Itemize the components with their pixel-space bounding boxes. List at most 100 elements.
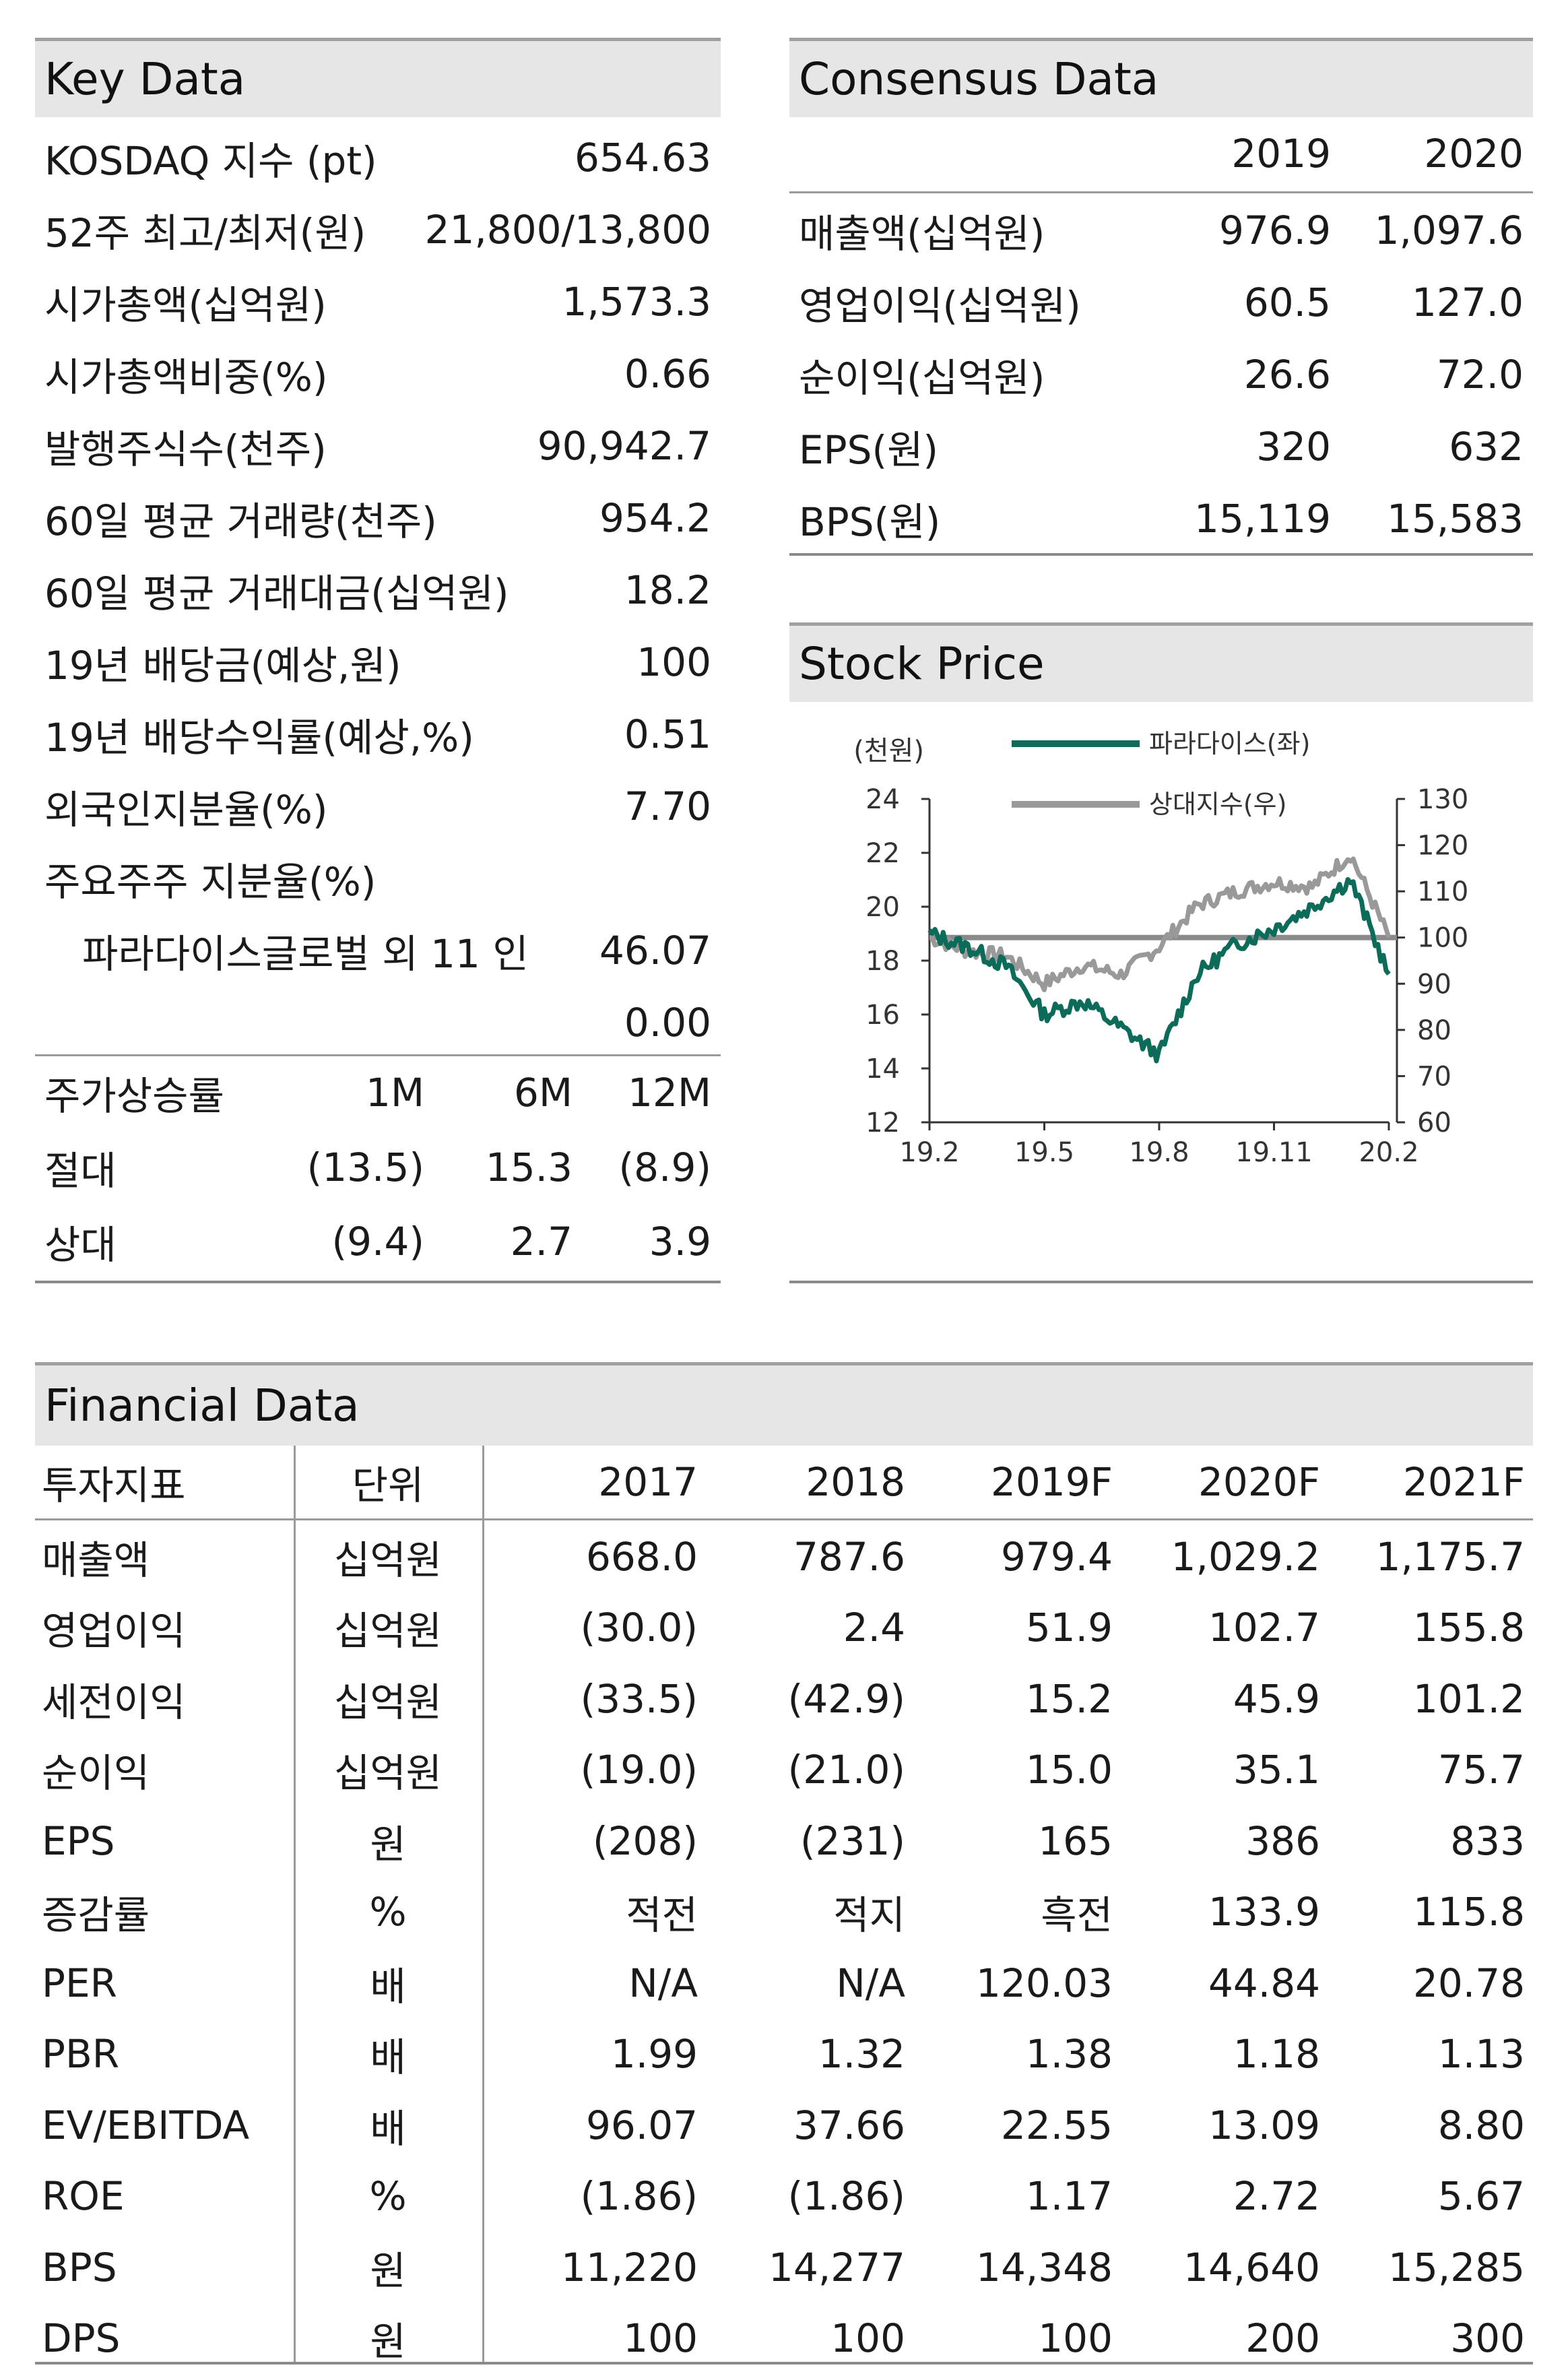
financial-row: 증감률% 적전 적지 흑전 133.9 115.8	[35, 1877, 1533, 1948]
financial-cell: 120.03	[976, 1960, 1113, 2006]
key-data-title: Key Data	[35, 38, 721, 117]
stock-price-panel: Stock Price 24 22 20 18 16 14 12 130 120 110 100 90…	[789, 622, 1533, 1284]
consensus-label: 매출액(십억원)	[799, 210, 1045, 257]
key-data-row: 파라다이스글로벌 외 11 인 46.07	[35, 914, 721, 986]
financial-cell: 순이익	[42, 1750, 150, 1797]
financial-rows: 매출액 십억원 668.0 787.6 979.4 1,029.2 1,175.7 영업이익 십…	[35, 1521, 1533, 2374]
financial-row: ROE% (1.86) (1.86) 1.17 2.72 5.67	[35, 2161, 1533, 2232]
financial-cell: 14,348	[976, 2244, 1113, 2290]
financial-cell: 100	[830, 2315, 905, 2362]
right-tick-label: 70	[1417, 1061, 1451, 1092]
financial-panel: Financial Data 투자지표 단위 2017 2018 2019F 2020F 2…	[35, 1362, 1533, 2373]
x-tick-label: 19.11	[1235, 1137, 1313, 1168]
financial-cell: 십억원	[333, 1608, 443, 1654]
financial-cell: 101.2	[1412, 1675, 1525, 1722]
key-data-label: 19년 배당금(예상,원)	[44, 642, 401, 688]
legend-label: 상대지수(우)	[1149, 790, 1286, 819]
stock-price-bottom-rule	[789, 1281, 1533, 1283]
key-data-value: 654.63	[575, 134, 711, 181]
financial-cell: 8.80	[1437, 2102, 1525, 2148]
consensus-year-1: 2019	[1231, 130, 1331, 176]
financial-cell: 영업이익	[42, 1608, 186, 1654]
financial-cell: 11,220	[561, 2244, 698, 2290]
consensus-label: BPS(원)	[799, 498, 941, 545]
financial-cell: 22.55	[1000, 2102, 1113, 2148]
stock-price-chart: 24 22 20 18 16 14 12 130 120 110 100 90 80 70 60 19.2 19…	[853, 729, 1468, 1168]
returns-header-cell: 6M	[514, 1070, 573, 1116]
key-data-row: 60일 평균 거래량(천주) 954.2	[35, 482, 721, 554]
financial-cell: %	[369, 1889, 407, 1935]
financial-bottom-rule	[35, 2362, 1533, 2365]
financial-cell: 165	[1038, 1818, 1113, 1864]
key-data-value: 954.2	[599, 494, 711, 541]
financial-cell: 십억원	[333, 1679, 443, 1725]
consensus-title: Consensus Data	[789, 38, 1533, 117]
financial-cell: PER	[42, 1960, 117, 2006]
financial-cell: 5.67	[1437, 2173, 1525, 2220]
financial-cell: 13.09	[1208, 2102, 1320, 2148]
returns-header-cell: 12M	[628, 1070, 711, 1116]
key-data-label: 52주 최고/최저(원)	[44, 210, 366, 256]
returns-table: 주가상승률 1M 6M 12M 절대 (13.5) 15.3 (8.9) 상대 (9.4) 2.7 3…	[35, 1055, 721, 1279]
financial-cell: 787.6	[793, 1533, 905, 1580]
financial-cell: 15.2	[1025, 1675, 1113, 1722]
returns-cell: (9.4)	[331, 1219, 425, 1264]
returns-cell: 상대	[44, 1222, 117, 1268]
financial-row: PBR 배 1.99 1.32 1.38 1.18 1.13	[35, 2019, 1533, 2090]
financial-cell: 원	[370, 2319, 406, 2365]
financial-cell: N/A	[836, 1960, 905, 2006]
key-data-row: 0.00	[35, 986, 721, 1058]
financial-header-row: 투자지표 단위 2017 2018 2019F 2020F 2021F	[35, 1446, 1533, 1518]
financial-cell: 흑전	[1041, 1892, 1113, 1939]
financial-cell: PBR	[42, 2031, 120, 2078]
financial-cell: 1.32	[818, 2031, 905, 2078]
consensus-header-rule	[789, 191, 1533, 193]
key-data-row: KOSDAQ 지수 (pt) 654.63	[35, 121, 721, 193]
financial-cell: 14,640	[1183, 2244, 1320, 2290]
consensus-row: 순이익(십억원) 26.6 72.0	[789, 338, 1533, 410]
financial-cell: EV/EBITDA	[42, 2102, 250, 2148]
key-data-label: 파라다이스글로벌 외 11 인	[82, 930, 529, 977]
financial-cell: (42.9)	[787, 1675, 905, 1722]
financial-cell: (21.0)	[787, 1747, 905, 1793]
key-data-row: 외국인지분율(%) 7.70	[35, 770, 721, 842]
key-data-panel: Key Data KOSDAQ 지수 (pt) 654.63 52주 최고/최저(원…	[35, 38, 721, 1284]
consensus-value-2019: 15,119	[1194, 495, 1331, 542]
financial-cell: 75.7	[1437, 1747, 1525, 1793]
key-data-label: 주요주주 지분율(%)	[44, 858, 377, 905]
key-data-label: 60일 평균 거래대금(십억원)	[44, 570, 509, 616]
key-data-value: 0.00	[624, 999, 711, 1046]
financial-cell: 십억원	[333, 1537, 443, 1583]
consensus-bottom-rule	[789, 553, 1533, 556]
financial-cell: 1,175.7	[1375, 1533, 1525, 1580]
consensus-rows: 매출액(십억원) 976.9 1,097.6 영업이익(십억원) 60.5 127.0 순이…	[789, 194, 1533, 554]
financial-row: 순이익 십억원 (19.0) (21.0) 15.0 35.1 75.7	[35, 1735, 1533, 1806]
returns-header-cell: 주가상승률	[44, 1073, 224, 1119]
consensus-row: BPS(원) 15,119 15,583	[789, 482, 1533, 554]
consensus-value-2020: 1,097.6	[1374, 207, 1524, 253]
right-tick-label: 60	[1417, 1107, 1451, 1138]
key-data-value: 1,573.3	[562, 278, 711, 325]
returns-cell: (13.5)	[306, 1145, 424, 1190]
key-data-value: 18.2	[624, 567, 711, 613]
financial-cell: %	[369, 2173, 407, 2220]
financial-cell: 배	[370, 2034, 406, 2081]
key-data-label: 19년 배당수익률(예상,%)	[44, 714, 474, 761]
returns-cell: 절대	[44, 1148, 117, 1194]
left-tick-label: 14	[865, 1054, 900, 1085]
financial-cell: 증감률	[42, 1892, 150, 1939]
financial-cell: 35.1	[1233, 1747, 1320, 1793]
returns-header-cell: 1M	[366, 1070, 424, 1116]
financial-header-cell: 2021F	[1403, 1459, 1525, 1505]
financial-cell: 14,277	[769, 2244, 905, 2290]
financial-header-cell: 투자지표	[42, 1462, 186, 1508]
financial-cell: EPS	[42, 1818, 115, 1864]
financial-cell: 44.84	[1208, 1960, 1320, 2006]
financial-header-cell: 2017	[598, 1459, 698, 1505]
financial-row: BPS 원 11,220 14,277 14,348 14,640 15,285	[35, 2232, 1533, 2303]
financial-cell: 45.9	[1233, 1675, 1320, 1722]
right-tick-label: 100	[1417, 923, 1468, 954]
financial-cell: ROE	[42, 2173, 125, 2220]
consensus-value-2020: 15,583	[1387, 495, 1524, 542]
financial-cell: N/A	[628, 1960, 698, 2006]
